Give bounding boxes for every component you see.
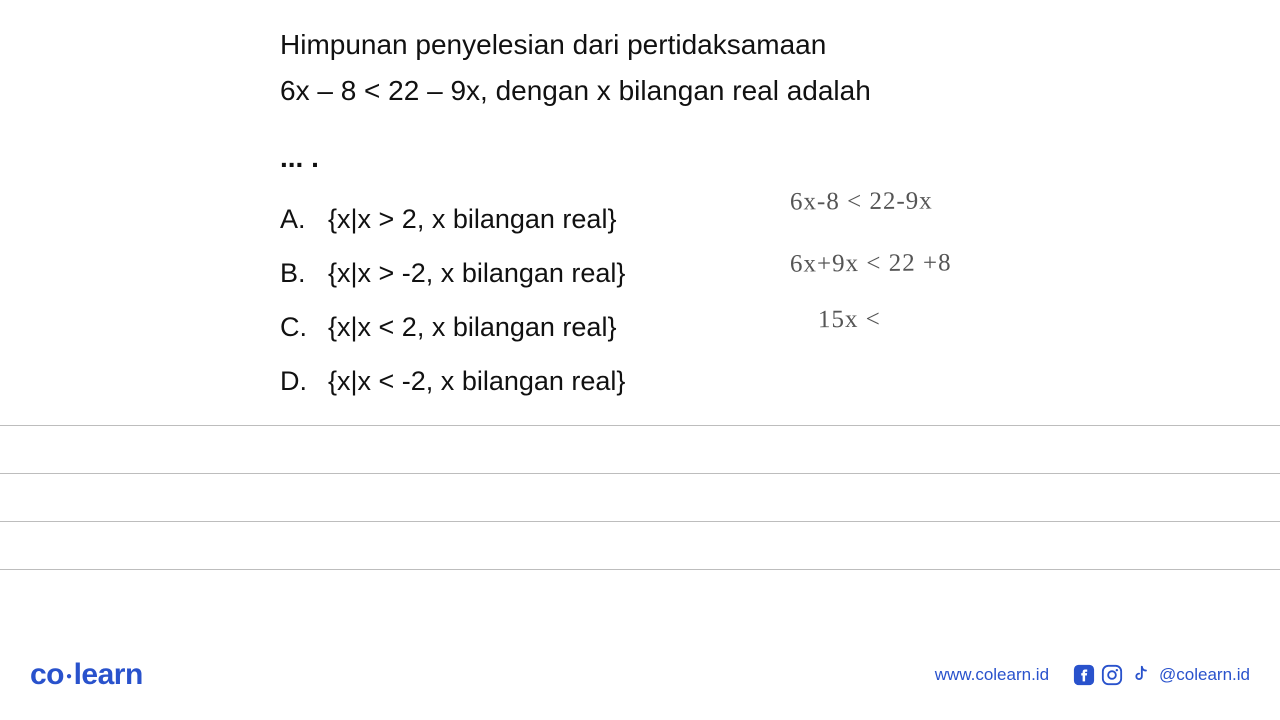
option-text: {x|x > -2, x bilangan real} (328, 246, 625, 300)
options-list: A. {x|x > 2, x bilangan real} B. {x|x > … (280, 192, 1000, 408)
question-line-2: 6x – 8 < 22 – 9x, dengan x bilangan real… (280, 68, 1000, 114)
handwriting-step-1: 6x-8 < 22-9x (790, 188, 933, 217)
logo-part-co: co (30, 658, 64, 691)
facebook-icon (1073, 664, 1095, 686)
handwriting-step-2: 6x+9x < 22 +8 (790, 249, 952, 278)
ruled-line (0, 569, 1280, 570)
option-letter: C. (280, 300, 328, 354)
ruled-lines (0, 425, 1280, 617)
question-line-1: Himpunan penyelesian dari pertidaksamaan (280, 22, 1000, 68)
option-letter: A. (280, 192, 328, 246)
social-handle: @colearn.id (1159, 665, 1250, 685)
option-d: D. {x|x < -2, x bilangan real} (280, 354, 1000, 408)
social-icons: @colearn.id (1073, 664, 1250, 686)
handwriting-step-3: 15x < (818, 306, 881, 334)
footer-url: www.colearn.id (935, 665, 1049, 685)
option-text: {x|x < 2, x bilangan real} (328, 300, 616, 354)
ruled-line (0, 425, 1280, 426)
option-c: C. {x|x < 2, x bilangan real} (280, 300, 1000, 354)
footer: co●learn www.colearn.id @colearn.id (30, 658, 1250, 692)
footer-right: www.colearn.id @colearn.id (935, 664, 1250, 686)
ruled-line (0, 521, 1280, 522)
tiktok-icon (1129, 664, 1151, 686)
logo-dot: ● (64, 671, 74, 682)
logo-part-learn: learn (74, 658, 143, 691)
brand-logo: co●learn (30, 658, 143, 692)
instagram-icon (1101, 664, 1123, 686)
question-ellipsis: ... . (280, 142, 1000, 174)
option-letter: D. (280, 354, 328, 408)
option-letter: B. (280, 246, 328, 300)
option-text: {x|x < -2, x bilangan real} (328, 354, 625, 408)
ruled-line (0, 473, 1280, 474)
option-text: {x|x > 2, x bilangan real} (328, 192, 616, 246)
